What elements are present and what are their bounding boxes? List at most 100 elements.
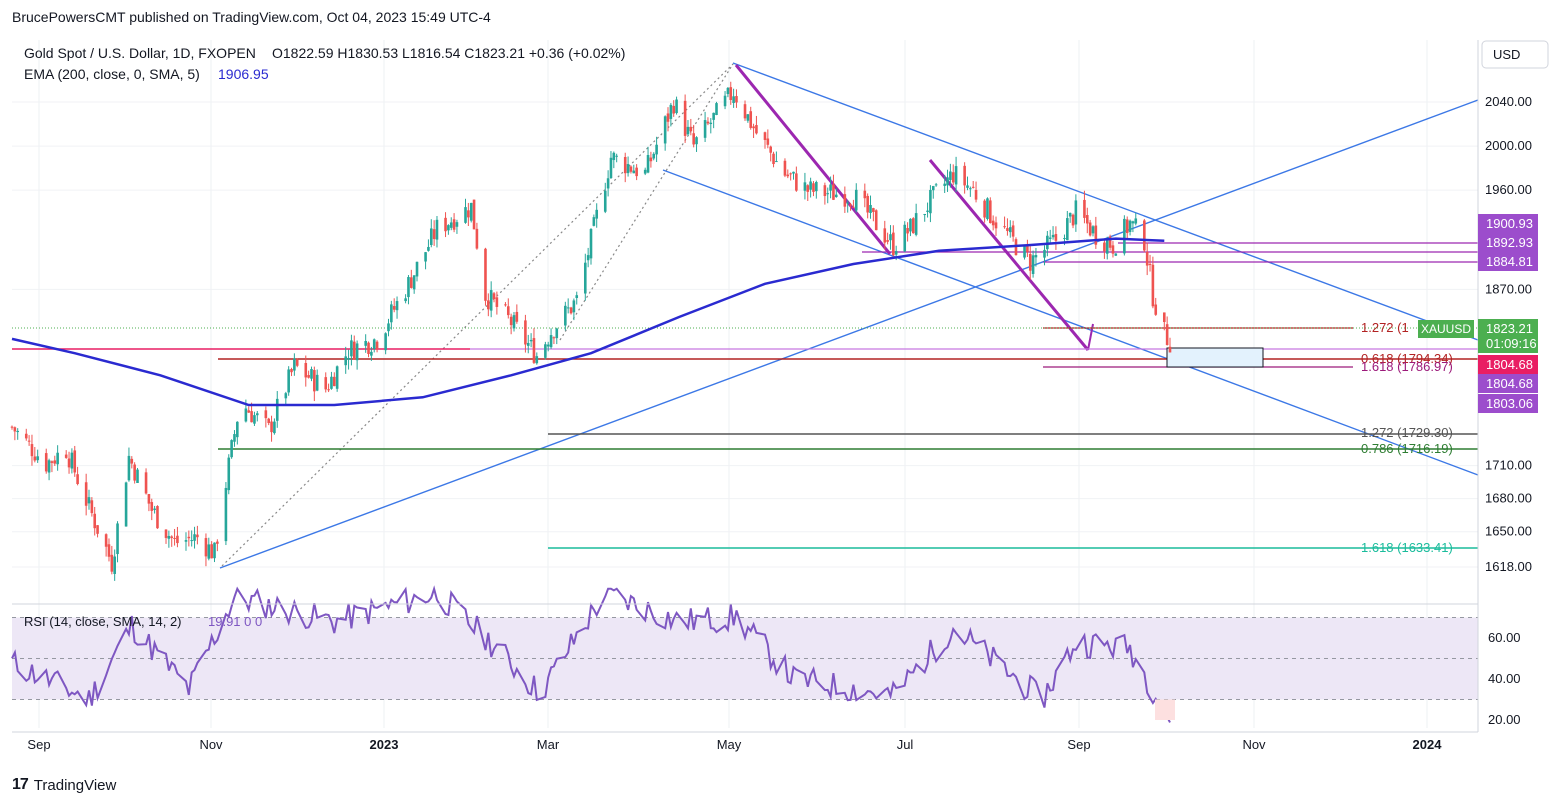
- candle-body: [632, 170, 636, 174]
- candle-body: [626, 164, 630, 174]
- candle-body: [44, 453, 48, 472]
- candle-body: [355, 343, 359, 361]
- candle-body: [1128, 220, 1132, 232]
- candle-body: [290, 369, 293, 373]
- price-tag: 1823.21: [1478, 319, 1538, 338]
- candle-body: [983, 200, 986, 218]
- candle-body: [255, 413, 259, 416]
- candle-body: [994, 222, 998, 229]
- candle-body: [270, 421, 273, 433]
- candle-body: [233, 434, 236, 442]
- candle-body: [766, 138, 770, 145]
- candle-body: [275, 398, 279, 421]
- candle-body: [823, 185, 827, 197]
- candle-body: [407, 277, 410, 298]
- candle-body: [515, 311, 519, 322]
- candle-body: [147, 494, 151, 504]
- candle-body: [589, 229, 593, 259]
- candle-body: [509, 316, 513, 326]
- candle-body: [76, 474, 79, 485]
- price-tag-text: 01:09:16: [1486, 336, 1537, 351]
- candle-body: [364, 340, 367, 346]
- candle-body: [307, 375, 310, 378]
- candle-body: [447, 225, 450, 231]
- candle-body: [926, 210, 929, 212]
- candle-body: [1143, 220, 1146, 251]
- candle-body: [886, 240, 889, 242]
- candle-body: [1151, 264, 1155, 307]
- candle-body: [267, 418, 270, 424]
- fib-label: 0.786 (1716.19): [1361, 441, 1453, 456]
- price-tag-bg: [1478, 233, 1538, 252]
- candle-body: [156, 506, 159, 529]
- candle-body: [869, 204, 872, 213]
- time-tick-label: Nov: [1242, 737, 1266, 752]
- candle-body: [313, 370, 316, 392]
- candle-body: [213, 542, 216, 559]
- candle-body: [133, 464, 136, 481]
- candle-body: [93, 513, 97, 529]
- candle-body: [943, 183, 946, 186]
- time-tick-label: 2023: [370, 737, 399, 752]
- candle-body: [863, 190, 867, 199]
- candle-body: [352, 341, 356, 360]
- candle-body: [16, 430, 20, 433]
- price-tag: 1803.06: [1478, 394, 1538, 413]
- candle-body: [566, 307, 570, 309]
- candle-body: [284, 393, 288, 399]
- candle-body: [253, 415, 256, 424]
- candle-body: [1066, 218, 1069, 241]
- candle-body: [424, 252, 427, 262]
- rsi-line: [11, 585, 1171, 723]
- candle-body: [1145, 251, 1149, 266]
- candle-body: [370, 351, 373, 356]
- candle-body: [826, 193, 830, 195]
- candle-body: [70, 452, 74, 469]
- candle-body: [795, 173, 798, 191]
- rsi-pane: RSI (14, close, SMA, 14, 2) 19.91 0 0 60.0…: [11, 585, 1521, 727]
- candle-body: [1168, 346, 1172, 353]
- price-tag-bg: [1478, 394, 1538, 413]
- candle-body: [410, 277, 413, 288]
- candle-body: [546, 344, 550, 347]
- candle-body: [689, 126, 693, 132]
- candle-body: [1051, 234, 1055, 238]
- candle-body: [652, 153, 656, 159]
- candle-body: [552, 337, 556, 339]
- candle-body: [854, 189, 858, 211]
- fib-label: 1.272 (1: [1361, 320, 1409, 335]
- candle-body: [1008, 227, 1012, 233]
- candle-body: [672, 105, 676, 114]
- candle-body: [772, 153, 775, 165]
- candle-body: [390, 304, 393, 323]
- candle-body: [475, 228, 479, 249]
- candle-body: [986, 198, 989, 219]
- time-tick-label: Sep: [27, 737, 50, 752]
- price-tag-bg: [1478, 355, 1538, 374]
- candle-body: [230, 440, 233, 458]
- axes: USD 2040.00 2000.00 1960.00 1870.00 1710.00 16…: [12, 40, 1549, 752]
- candle-body: [1006, 228, 1009, 232]
- candle-body: [56, 452, 59, 465]
- rsi-legend-value: 19.91 0 0: [208, 614, 262, 629]
- candle-body: [526, 342, 530, 346]
- candle-body: [931, 186, 935, 191]
- rsi-tick-label: 60.00: [1488, 630, 1521, 645]
- candle-body: [184, 540, 188, 542]
- candle-body: [623, 157, 627, 174]
- legend-ema-value: 1906.95: [218, 66, 269, 82]
- candle-body: [709, 122, 713, 125]
- rsi-tick-label: 20.00: [1488, 712, 1521, 727]
- candle-body: [912, 218, 915, 234]
- symbol-tag: XAUUSD: [1418, 320, 1474, 338]
- candle-body: [1011, 225, 1015, 237]
- candle-body: [1026, 244, 1029, 252]
- price-tag-bg: [1478, 252, 1538, 271]
- price-tag-bg: [1478, 319, 1538, 338]
- candle-body: [954, 166, 958, 185]
- candle-body: [832, 184, 835, 200]
- candle-body: [335, 366, 339, 389]
- candle-body: [892, 232, 895, 256]
- price-tick-label: 2000.00: [1485, 138, 1532, 153]
